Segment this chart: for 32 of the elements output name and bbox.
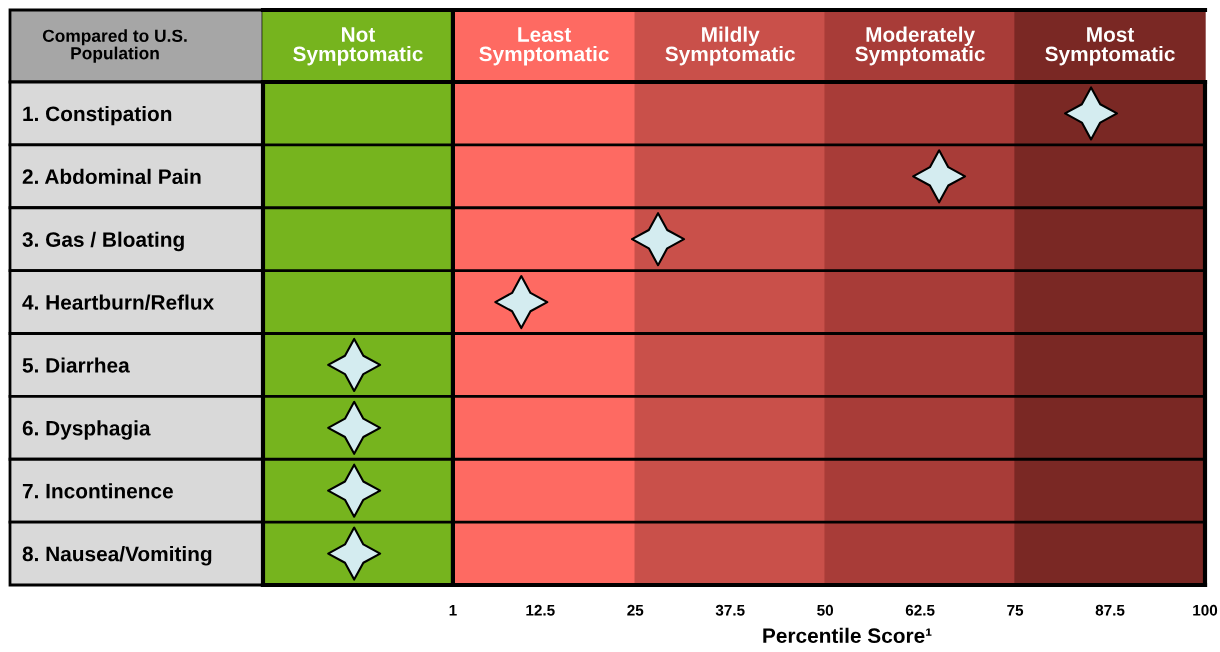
y-tick-label: 4. Heartburn/Reflux (22, 294, 215, 311)
x-axis-title: Percentile Score¹ (763, 627, 932, 644)
x-tick-label: 87.5 (1095, 604, 1125, 616)
x-tick-label: 62.5 (905, 604, 935, 616)
band-label: Moderately Symptomatic (855, 26, 985, 66)
x-tick-label: 1 (449, 605, 457, 616)
x-tick-label: 37.5 (715, 604, 745, 616)
x-tick-label: 50 (817, 604, 834, 616)
y-tick-label: 1. Constipation (23, 105, 172, 126)
y-tick-label: 2. Abdominal Pain (22, 168, 201, 185)
point (327, 463, 382, 518)
y-tick-label: 6. Dysphagia (22, 420, 151, 440)
x-tick-label: 100 (1193, 604, 1218, 616)
band-label: Mildly Symptomatic (665, 26, 795, 66)
y-axis-title: Compared to U.S. Population (42, 29, 187, 63)
point (327, 337, 382, 392)
point (494, 275, 549, 330)
y-tick-label: 8. Nausea/Vomiting (22, 546, 212, 566)
band-label: Least Symptomatic (479, 27, 609, 66)
point (327, 400, 382, 455)
y-tick-label: 5. Diarrhea (22, 357, 130, 373)
y-tick-label: 7. Incontinence (22, 483, 173, 499)
band-label: Not Symptomatic (293, 27, 423, 66)
x-tick-label: 75 (1007, 605, 1024, 616)
point (327, 526, 382, 581)
x-tick-label: 12.5 (526, 604, 555, 616)
y-tick-label: 3. Gas / Bloating (22, 231, 184, 252)
band-label: Most Symptomatic (1045, 27, 1175, 66)
point (631, 212, 686, 267)
x-tick-label: 25 (627, 604, 644, 616)
point (1064, 86, 1119, 141)
point (912, 149, 967, 204)
